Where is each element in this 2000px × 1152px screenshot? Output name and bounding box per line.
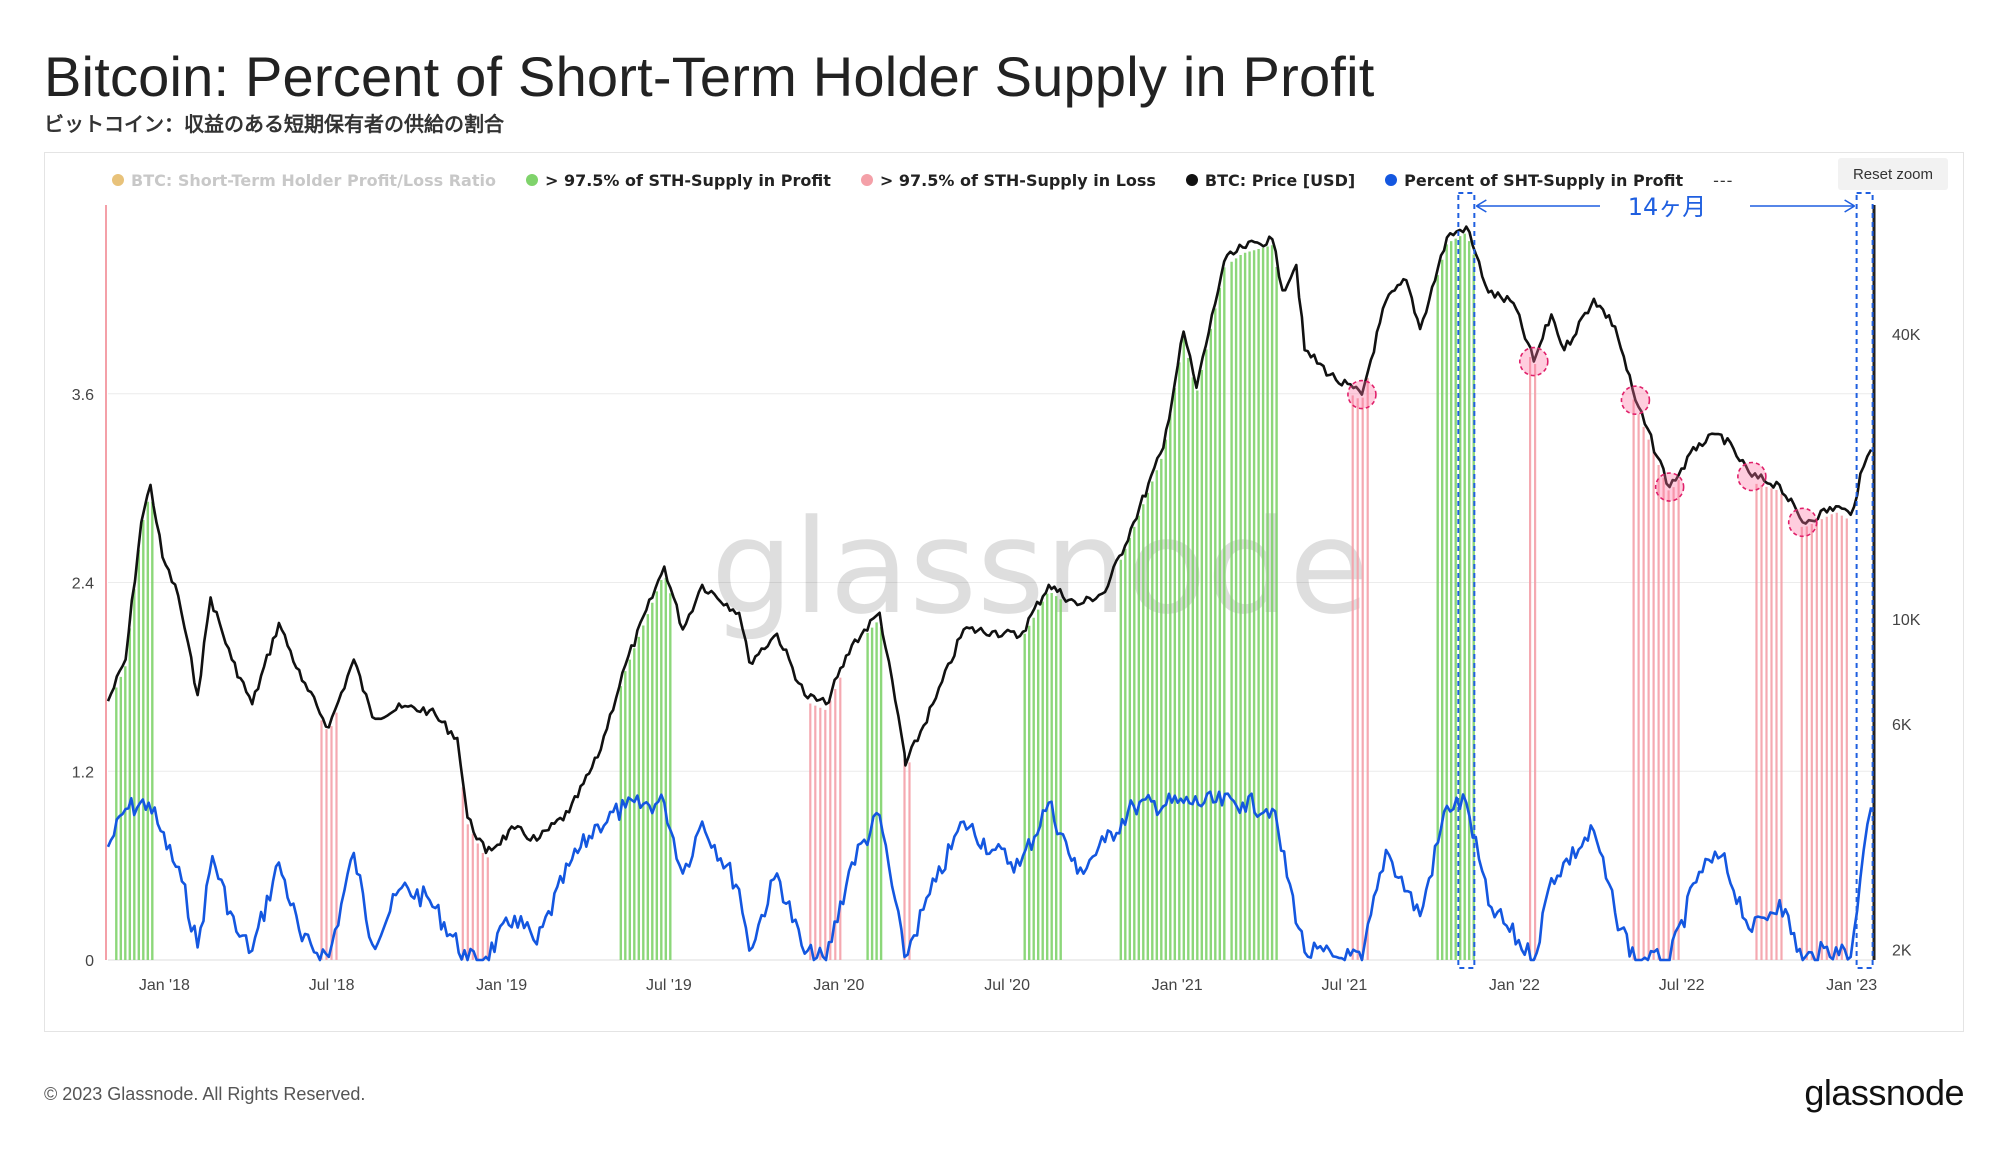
legend-swatch-icon: [860, 174, 873, 186]
copyright-footer: © 2023 Glassnode. All Rights Reserved.: [44, 1084, 366, 1104]
legend-swatch-icon: [1385, 174, 1398, 186]
legend-item-profit-band[interactable]: > 97.5% of STH-Supply in Profit: [525, 171, 831, 190]
chart-title: Bitcoin: Percent of Short-Term Holder Su…: [44, 45, 1375, 108]
watermark-text: glassnode: [711, 491, 1369, 643]
legend-swatch-icon: [1185, 174, 1198, 186]
arrowhead-left-icon: [1475, 199, 1487, 213]
x-tick-label: Jul '20: [984, 977, 1030, 994]
sth-profit-pct-line: [106, 790, 1873, 962]
x-tick-label: Jan '18: [139, 977, 190, 994]
y-right-tick-label: 40K: [1892, 327, 1921, 344]
x-tick-label: Jan '20: [813, 977, 864, 994]
x-tick-label: Jul '21: [1321, 977, 1367, 994]
legend-item-price[interactable]: BTC: Price [USD]: [1185, 171, 1355, 190]
chart-frame: [44, 152, 1964, 1032]
y-left-tick-label: 3.6: [72, 387, 94, 404]
chart-subtitle: ビットコイン：収益のある短期保有者の供給の割合: [44, 112, 504, 136]
legend-item-blank[interactable]: ---: [1713, 170, 1734, 190]
arrowhead-right-icon: [1844, 199, 1856, 213]
highlight-circle: [1737, 461, 1767, 492]
y-left-tick-label: 0: [85, 953, 94, 970]
y-right-tick-label: 2K: [1892, 942, 1912, 959]
y-right-tick-label: 10K: [1892, 612, 1921, 629]
reset-zoom-button[interactable]: Reset zoom: [1838, 158, 1948, 190]
x-tick-label: Jul '18: [309, 977, 355, 994]
x-tick-label: Jan '21: [1152, 977, 1203, 994]
x-tick-label: Jul '22: [1659, 977, 1705, 994]
legend-item-sth-profit-pct[interactable]: Percent of SHT-Supply in Profit: [1385, 171, 1683, 190]
bracket-label: 14ヶ月: [1628, 193, 1707, 221]
legend-item-loss-band[interactable]: > 97.5% of STH-Supply in Loss: [860, 171, 1156, 190]
glassnode-logo: glassnode: [1804, 1072, 1964, 1113]
highlight-circle: [1347, 379, 1377, 410]
x-tick-label: Jan '19: [476, 977, 527, 994]
y-left-tick-label: 2.4: [72, 576, 94, 593]
y-left-tick-label: 1.2: [72, 764, 94, 781]
x-tick-label: Jan '23: [1826, 977, 1877, 994]
price-line: [106, 225, 1873, 855]
legend: BTC: Short-Term Holder Profit/Loss Ratio…: [112, 168, 1763, 192]
highlight-circle: [1787, 507, 1818, 538]
legend-item-sth-ratio[interactable]: BTC: Short-Term Holder Profit/Loss Ratio: [112, 171, 496, 190]
x-tick-label: Jan '22: [1489, 977, 1540, 994]
x-tick-label: Jul '19: [646, 977, 692, 994]
y-right-tick-label: 6K: [1892, 717, 1912, 734]
legend-swatch-icon: [525, 174, 538, 186]
highlight-circle: [1654, 472, 1685, 502]
legend-swatch-icon: [112, 174, 124, 186]
highlight-circle: [1620, 385, 1651, 415]
highlight-circle: [1518, 346, 1549, 377]
